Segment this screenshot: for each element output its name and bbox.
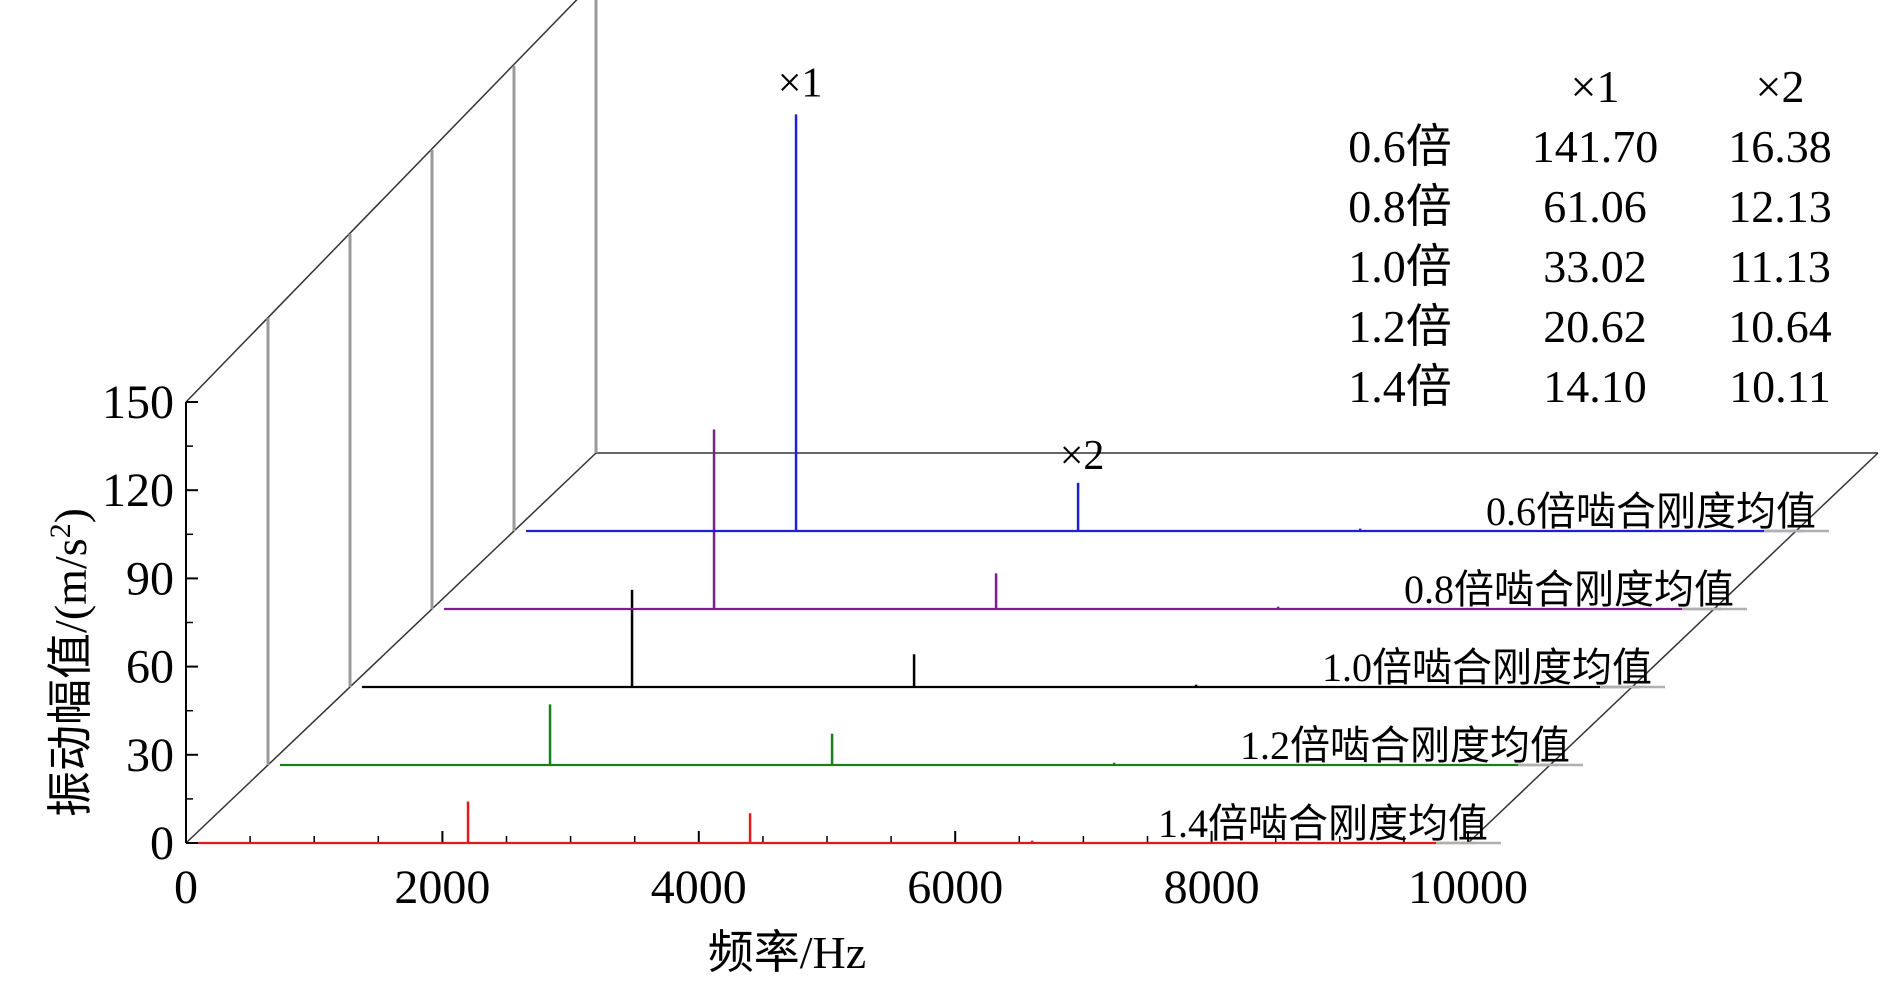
table-cell: 16.38	[1728, 121, 1832, 172]
peak-label-x1: ×1	[778, 60, 823, 106]
table-cell: 11.13	[1729, 241, 1831, 292]
y-tick-label: 120	[102, 464, 174, 517]
table-header: ×2	[1756, 61, 1805, 112]
table-header: ×1	[1571, 61, 1620, 112]
table-cell: 61.06	[1543, 181, 1647, 232]
x-tick-label: 10000	[1408, 861, 1528, 914]
table-cell: 10.11	[1729, 361, 1831, 412]
frame-floor-left-edge	[185, 452, 597, 844]
x-tick-label: 0	[174, 861, 198, 914]
series-label: 1.4倍啮合刚度均值	[1158, 801, 1488, 846]
series-0: 1.4倍啮合刚度均值	[198, 801, 1501, 846]
x-tick-label: 4000	[651, 861, 747, 914]
peak-value-table: ×1 ×2 0.6倍 141.70 16.38 0.8倍 61.06 12.13 1.0倍 33.…	[1348, 61, 1832, 412]
x-tick-label: 6000	[907, 861, 1003, 914]
y-tick-label: 30	[126, 729, 174, 782]
table-cell: 33.02	[1543, 241, 1647, 292]
x-axis-title: 频率/Hz	[708, 927, 866, 978]
table-cell: 0.6倍	[1348, 121, 1452, 172]
peak-annotations: ×1 ×2	[778, 60, 1105, 478]
x-tick-label: 8000	[1164, 861, 1260, 914]
y-axis-title: 振动幅值/(m/s2)	[44, 508, 96, 817]
table-cell: 0.8倍	[1348, 181, 1452, 232]
series-label: 0.6倍啮合刚度均值	[1486, 489, 1816, 534]
table-cell: 20.62	[1543, 301, 1647, 352]
table-cell: 1.2倍	[1348, 301, 1452, 352]
frame-top-edge	[185, 0, 578, 403]
series-2: 1.0倍啮合刚度均值	[362, 589, 1665, 690]
table-cell: 12.13	[1728, 181, 1832, 232]
frame-floor-right-edge	[1467, 452, 1879, 844]
series-4: 0.6倍啮合刚度均值	[526, 114, 1829, 534]
y-tick-label: 0	[150, 817, 174, 870]
series-label: 0.8倍啮合刚度均值	[1404, 567, 1734, 612]
table-cell: 10.64	[1728, 301, 1832, 352]
table-cell: 14.10	[1543, 361, 1647, 412]
series-1: 1.2倍啮合刚度均值	[280, 704, 1583, 768]
x-tick-label: 2000	[394, 861, 490, 914]
series-group: 1.4倍啮合刚度均值 1.2倍啮合刚度均值 1.0倍啮合刚度均值 0.8倍啮合刚度均值…	[198, 114, 1829, 846]
table-cell: 1.0倍	[1348, 241, 1452, 292]
y-tick-label: 90	[126, 552, 174, 605]
table-cell: 141.70	[1532, 121, 1659, 172]
series-label: 1.2倍啮合刚度均值	[1240, 723, 1570, 768]
table-cell: 1.4倍	[1348, 361, 1452, 412]
y-tick-label: 150	[102, 376, 174, 429]
series-3: 0.8倍啮合刚度均值	[444, 429, 1747, 612]
y-tick-label: 60	[126, 641, 174, 694]
peak-label-x2: ×2	[1060, 433, 1105, 479]
series-label: 1.0倍啮合刚度均值	[1322, 645, 1652, 690]
back-wall-grid	[266, 0, 598, 765]
